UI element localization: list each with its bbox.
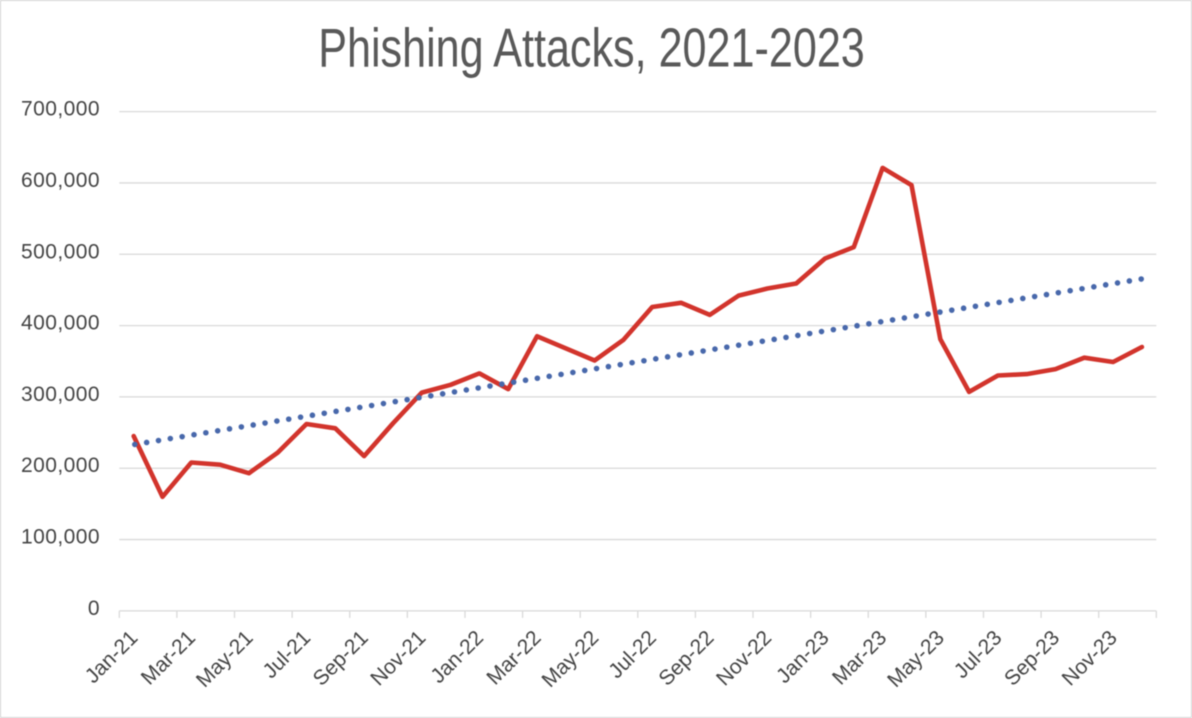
svg-text:200,000: 200,000 [21, 454, 100, 477]
svg-text:600,000: 600,000 [21, 169, 100, 192]
svg-text:700,000: 700,000 [21, 98, 100, 121]
svg-text:300,000: 300,000 [21, 383, 100, 406]
svg-text:0: 0 [88, 597, 100, 620]
svg-text:400,000: 400,000 [21, 312, 100, 335]
svg-text:500,000: 500,000 [21, 240, 100, 263]
svg-text:100,000: 100,000 [21, 526, 100, 549]
svg-text:Phishing Attacks, 2021-2023: Phishing Attacks, 2021-2023 [318, 17, 865, 78]
